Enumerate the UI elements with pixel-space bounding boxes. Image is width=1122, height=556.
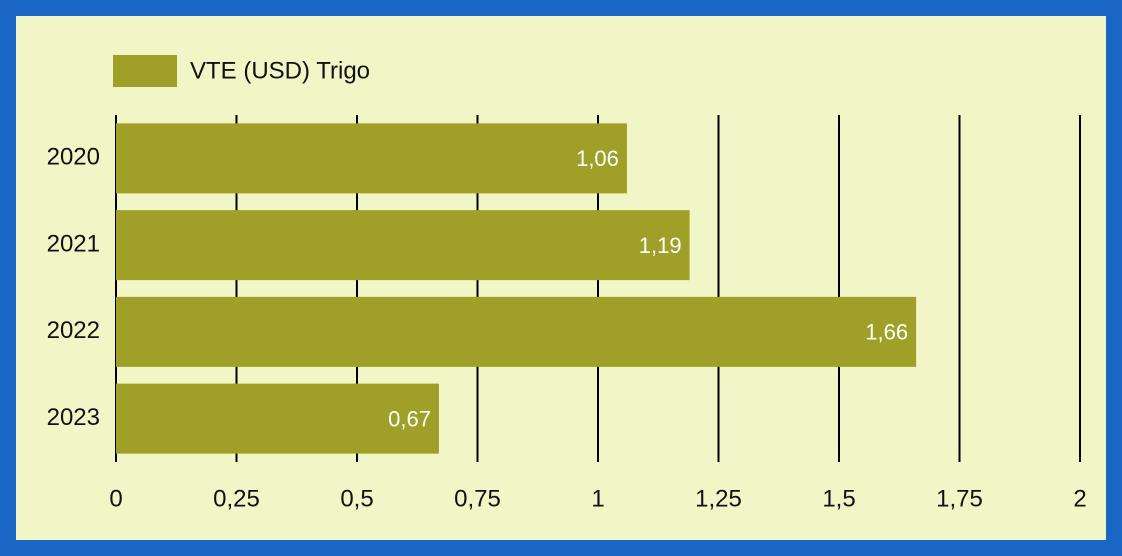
- value-label: 1,66: [865, 320, 908, 345]
- y-tick-label: 2021: [47, 230, 100, 257]
- value-label: 0,67: [388, 406, 431, 431]
- legend-label: VTE (USD) Trigo: [190, 57, 370, 84]
- value-label: 1,06: [576, 146, 619, 171]
- x-tick-label: 0,5: [340, 485, 373, 512]
- x-tick-label: 0,75: [454, 485, 501, 512]
- x-tick-label: 1,75: [936, 485, 983, 512]
- bar: [116, 123, 627, 194]
- bar: [116, 210, 690, 281]
- value-label: 1,19: [639, 233, 682, 258]
- y-tick-label: 2022: [47, 317, 100, 344]
- y-tick-label: 2020: [47, 144, 100, 171]
- bar: [116, 383, 439, 454]
- x-tick-label: 0: [109, 485, 122, 512]
- bar: [116, 296, 917, 367]
- x-tick-label: 2: [1073, 485, 1086, 512]
- x-tick-label: 1,25: [695, 485, 742, 512]
- x-tick-label: 1,5: [822, 485, 855, 512]
- x-tick-label: 0,25: [213, 485, 260, 512]
- y-tick-label: 2023: [47, 404, 100, 431]
- x-tick-label: 1: [591, 485, 604, 512]
- legend-swatch: [113, 55, 177, 87]
